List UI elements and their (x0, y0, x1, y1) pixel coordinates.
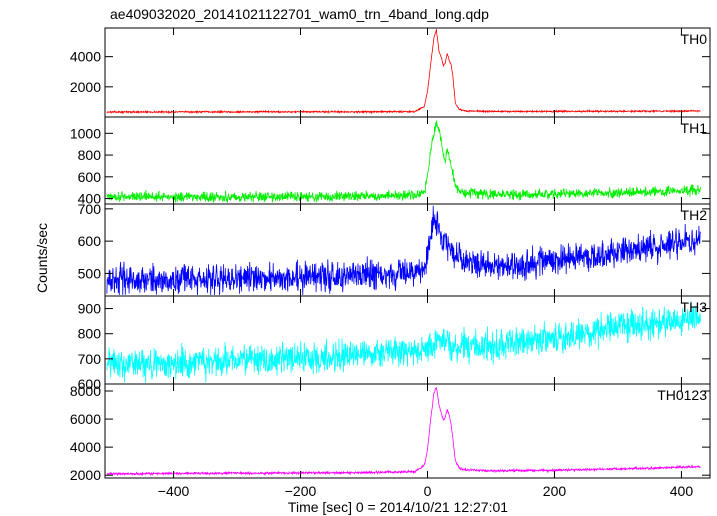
y-tick-label: 700 (78, 201, 102, 217)
y-tick-label: 500 (78, 265, 102, 281)
y-tick-label: 4000 (70, 439, 101, 455)
series-line-th0123 (106, 386, 701, 477)
series-line-th3 (106, 300, 701, 384)
series-line-th0 (106, 28, 701, 115)
panel-label-th3: TH3 (681, 299, 708, 315)
panel-frame (104, 27, 711, 118)
y-tick-label: 600 (78, 169, 102, 185)
y-tick-label: 8000 (70, 383, 101, 399)
panel-frame (104, 116, 711, 205)
y-tick-label: 4000 (70, 49, 101, 65)
y-tick-label: 400 (78, 191, 102, 207)
panel-th0: 2000 4000 TH0 (70, 27, 711, 118)
x-tick-label: −400 (158, 483, 190, 499)
chart-title: ae409032020_20141021122701_wam0_trn_4ban… (110, 6, 489, 22)
panel-label-th0123: TH0123 (657, 387, 707, 403)
panel-th3: 600 700 800 900 TH3 (78, 295, 711, 392)
y-tick-label: 600 (78, 376, 102, 392)
y-tick-label: 1000 (70, 125, 101, 141)
x-axis-label: Time [sec] 0 = 2014/10/21 12:27:01 (288, 499, 508, 515)
x-tick-label: 200 (543, 483, 567, 499)
y-tick-label: 2000 (70, 467, 101, 483)
panel-label-th0: TH0 (681, 31, 708, 47)
panel-th1: 400 600 800 1000 TH1 (70, 116, 711, 207)
panel-label-th2: TH2 (681, 207, 708, 223)
panel-th0123: 2000 4000 6000 8000 TH0123 (70, 383, 711, 483)
x-tick-label: 0 (424, 483, 432, 499)
panel-th2: 500 600 700 TH2 (78, 201, 711, 297)
y-tick-label: 800 (78, 147, 102, 163)
x-tick-label: −200 (285, 483, 317, 499)
y-tick-label: 6000 (70, 411, 101, 427)
x-tick-labels: −400 −200 0 200 400 (158, 483, 694, 499)
series-line-th2 (106, 205, 701, 296)
y-tick-label: 2000 (70, 79, 101, 95)
y-tick-label: 700 (78, 351, 102, 367)
x-tick-label: 400 (670, 483, 694, 499)
y-tick-label: 600 (78, 233, 102, 249)
panel-label-th1: TH1 (681, 120, 708, 136)
y-tick-label: 800 (78, 326, 102, 342)
y-axis-label: Counts/sec (34, 223, 50, 293)
panel-frame (104, 383, 711, 479)
panels: 2000 4000 TH0 400 600 800 1000 TH1 500 600 700 TH2 6… (70, 27, 711, 483)
series-line-th1 (106, 120, 701, 203)
y-tick-label: 900 (78, 301, 102, 317)
